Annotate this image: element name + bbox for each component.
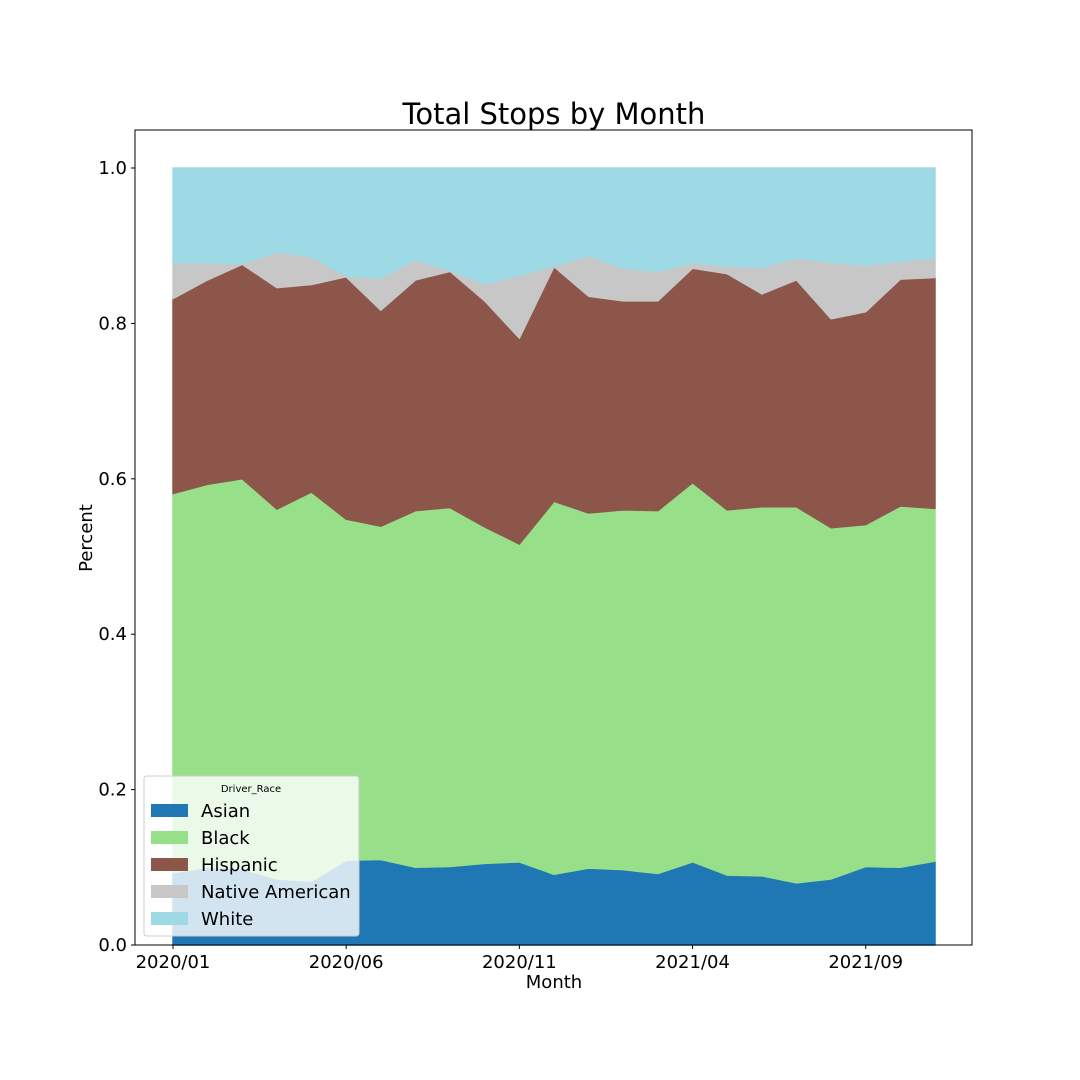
legend-label: White (201, 909, 253, 930)
legend-label: Black (201, 828, 250, 849)
legend-swatch (151, 858, 188, 871)
x-tick-label: 2021/04 (655, 952, 730, 973)
y-tick-label: 0.2 (98, 780, 127, 801)
y-tick-label: 0.0 (98, 935, 127, 956)
y-tick-label: 0.8 (98, 313, 127, 334)
legend-label: Native American (201, 882, 351, 903)
x-axis: 2020/01 2020/06 2020/11 2021/04 2021/09 (136, 945, 903, 973)
legend-items: Asian Black Hispanic Native American White (151, 801, 351, 930)
y-axis-label: Percent (76, 504, 97, 572)
legend-swatch (151, 912, 188, 925)
x-axis-label: Month (526, 972, 582, 993)
x-tick-label: 2020/11 (482, 952, 557, 973)
legend-box (143, 775, 360, 937)
legend: Driver_Race Asian Black Hispanic Native Ame… (143, 775, 360, 937)
y-tick-label: 0.4 (98, 624, 127, 645)
x-tick-label: 2020/01 (136, 952, 211, 973)
x-tick-label: 2020/06 (309, 952, 384, 973)
legend-swatch (151, 831, 188, 844)
chart-title: Total Stops by Month (402, 97, 706, 131)
legend-label: Asian (201, 801, 250, 822)
plot-frame (134, 129, 973, 946)
y-tick-label: 0.6 (98, 469, 127, 490)
area-series-white (172, 167, 936, 285)
legend-swatch (151, 885, 188, 898)
x-tick-label: 2021/09 (828, 952, 903, 973)
area-series-group (172, 167, 936, 946)
legend-title: Driver_Race (221, 784, 281, 795)
y-axis: 0.0 0.2 0.4 0.6 0.8 1.0 (98, 158, 135, 956)
legend-swatch (151, 804, 188, 817)
legend-label: Hispanic (201, 855, 278, 876)
y-tick-label: 1.0 (98, 158, 127, 179)
